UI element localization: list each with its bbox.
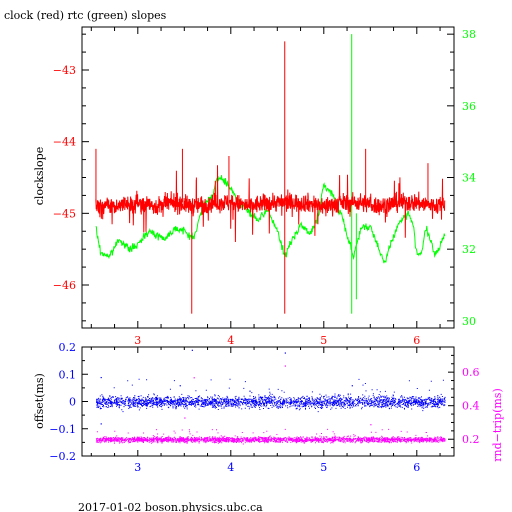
x-tick-label-4: 4 bbox=[227, 334, 234, 347]
y-tick-label--43: −43 bbox=[53, 64, 76, 77]
offset-panel: 3 4 5 6−0.2−0.100.10.20.20.40.6 offset(ms) … bbox=[33, 341, 504, 474]
chart-title: clock (red) rtc (green) slopes bbox=[4, 9, 167, 22]
offset-points-outlier-0 bbox=[100, 376, 102, 379]
y-axis-label-offset: offset(ms) bbox=[33, 373, 46, 429]
y2-axis-label-rndtrip: rnd−trip(ms) bbox=[491, 388, 504, 462]
y-tick-label--44: −44 bbox=[53, 136, 76, 149]
y-tick-label-2: 0 bbox=[69, 396, 76, 409]
y-tick-label-3: 0.1 bbox=[59, 368, 77, 381]
offset-points-outlier-2 bbox=[179, 385, 181, 387]
rndtrip-points-outlier-3 bbox=[370, 424, 372, 426]
rndtrip-points-outlier-1 bbox=[284, 365, 286, 367]
y-axis-label-clockslope: clockslope bbox=[33, 147, 46, 205]
offset-points-outlier-3 bbox=[191, 349, 193, 351]
y-tick-label-1: −0.1 bbox=[49, 423, 76, 436]
footer-caption: 2017-01-02 boson.physics.ubc.ca bbox=[78, 501, 263, 512]
offset-plot-area bbox=[96, 349, 446, 445]
y2-tick-label-34: 34 bbox=[462, 172, 476, 185]
y2-tick-label-32: 32 bbox=[462, 243, 476, 256]
y2-tick-label-0.6: 0.6 bbox=[462, 366, 480, 379]
rndtrip-points-outlier-2 bbox=[184, 417, 186, 419]
x-tick-label-5: 5 bbox=[320, 334, 327, 347]
rndtrip-points-outlier-0 bbox=[193, 377, 195, 379]
x-tick-label-3: 3 bbox=[134, 334, 141, 347]
slopes-plot-area bbox=[95, 34, 446, 314]
y2-tick-label-0.2: 0.2 bbox=[462, 433, 480, 446]
rtc-slope-line bbox=[95, 175, 446, 264]
offset-points-outlier-6 bbox=[351, 385, 353, 387]
x-tick-label-5: 5 bbox=[320, 461, 327, 474]
x-tick-label-6: 6 bbox=[413, 334, 420, 347]
y-tick-label--45: −45 bbox=[53, 207, 76, 220]
offset-points-outlier-1 bbox=[100, 423, 102, 425]
offset-axes: 3 4 5 6 −0.2 −0.1 0 0.1 0.2 0.2 0.4 0.6 bbox=[49, 341, 479, 474]
y2-tick-label-36: 36 bbox=[462, 100, 476, 113]
rndtrip-points bbox=[96, 428, 446, 445]
clock-slope-line bbox=[95, 165, 446, 243]
x-tick-label-3: 3 bbox=[134, 461, 141, 474]
x-tick-label-6: 6 bbox=[413, 461, 420, 474]
y2-tick-label-38: 38 bbox=[462, 28, 476, 41]
offset-points-outlier-4 bbox=[284, 352, 286, 354]
offset-points-outlier-5 bbox=[249, 390, 251, 392]
y-tick-label--46: −46 bbox=[53, 279, 76, 292]
y2-tick-label-30: 30 bbox=[462, 315, 476, 328]
slopes-frame bbox=[81, 26, 455, 329]
offset-points bbox=[96, 378, 446, 413]
x-tick-label-4: 4 bbox=[227, 461, 234, 474]
y2-tick-label-0.4: 0.4 bbox=[462, 400, 480, 413]
y-tick-label-0: −0.2 bbox=[49, 450, 76, 463]
y-tick-label-4: 0.2 bbox=[59, 341, 77, 354]
